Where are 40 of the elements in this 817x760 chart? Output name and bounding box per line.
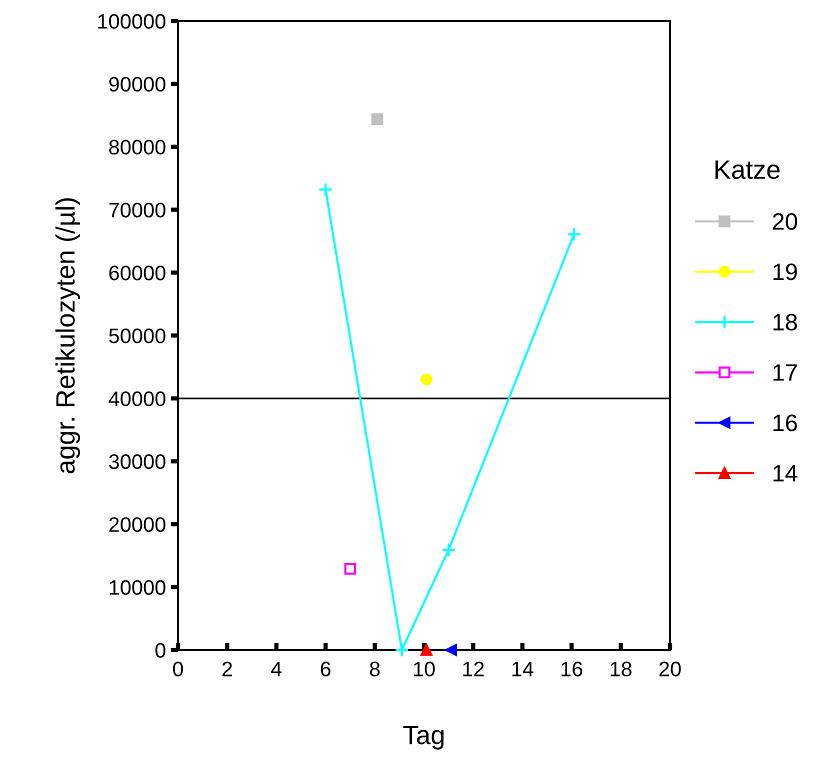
point (441, 542, 456, 558)
y-tick-label: 30000 (109, 454, 166, 470)
x-tick-label: 16 (562, 662, 582, 676)
y-tick-label: 80000 (109, 140, 166, 155)
y-tick-label: 20000 (109, 517, 166, 532)
legend-label: 17 (774, 364, 797, 381)
point (445, 644, 457, 656)
legend-label: 16 (774, 414, 797, 432)
x-tick-label: 20 (659, 662, 681, 676)
legend-title: Katze (716, 160, 780, 179)
y-tick-label: 90000 (109, 76, 166, 92)
legend-label: 19 (774, 263, 797, 280)
x-tick-label: 0 (173, 662, 183, 676)
x-tick-label: 12 (463, 662, 484, 676)
point (371, 113, 384, 126)
y-tick-label: 50000 (109, 328, 166, 344)
x-tick-label: 8 (370, 662, 380, 676)
y-axis-title: aggr. Retikulozyten (/µl) (55, 198, 80, 474)
point (318, 182, 333, 197)
point (344, 562, 356, 575)
point (420, 644, 432, 656)
y-tick-label: 0 (155, 643, 166, 658)
y-tick-label: 100000 (98, 14, 166, 29)
y-tick-label: 40000 (108, 391, 166, 406)
legend-label: 14 (774, 465, 798, 482)
x-tick-label: 2 (222, 662, 232, 676)
x-tick-label: 14 (512, 662, 534, 676)
y-tick-label: 10000 (110, 580, 166, 595)
y-tick-label: 70000 (109, 202, 166, 218)
x-tick-label: 18 (610, 662, 632, 676)
x-tick-label: 4 (271, 662, 282, 676)
x-tick-label: 6 (320, 662, 330, 676)
legend-label: 18 (774, 314, 797, 331)
legend-label: 20 (772, 213, 798, 230)
point (394, 642, 410, 658)
x-axis-title: Tag (403, 726, 444, 750)
point (566, 226, 582, 242)
x-tick-label: 10 (414, 662, 435, 676)
y-tick-label: 60000 (109, 266, 166, 280)
point (420, 374, 432, 386)
